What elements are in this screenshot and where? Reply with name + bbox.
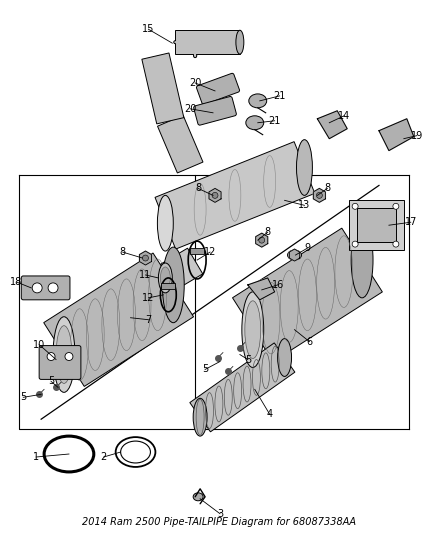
Text: 15: 15 [142,24,155,34]
FancyBboxPatch shape [194,96,237,125]
Bar [161,283,175,289]
Ellipse shape [242,292,264,367]
Circle shape [393,203,399,209]
Polygon shape [256,233,268,247]
Ellipse shape [162,247,184,322]
Ellipse shape [193,398,207,436]
Polygon shape [44,253,194,386]
Text: 5: 5 [48,376,54,386]
Text: 8: 8 [265,227,271,237]
Circle shape [393,241,399,247]
Text: 17: 17 [405,217,417,227]
Text: 8: 8 [120,247,126,257]
Ellipse shape [56,326,72,383]
Text: 21: 21 [273,91,286,101]
FancyBboxPatch shape [196,73,240,104]
Text: 20: 20 [184,104,196,114]
Ellipse shape [245,301,261,359]
Text: 14: 14 [338,111,350,121]
Ellipse shape [288,250,301,260]
Ellipse shape [159,263,172,293]
Ellipse shape [193,493,203,501]
Polygon shape [158,115,203,173]
Circle shape [142,255,148,261]
Polygon shape [142,53,184,124]
Text: 12: 12 [142,293,155,303]
Text: 7: 7 [145,314,152,325]
Polygon shape [248,278,275,300]
Polygon shape [290,249,300,261]
Ellipse shape [351,222,373,298]
Text: 2: 2 [101,452,107,462]
Ellipse shape [157,196,173,251]
Text: 6: 6 [306,337,312,346]
Text: 11: 11 [139,270,152,280]
Polygon shape [313,188,325,203]
Text: 19: 19 [410,131,423,141]
Polygon shape [139,251,152,265]
FancyBboxPatch shape [21,276,70,300]
Circle shape [32,283,42,293]
Circle shape [65,352,73,360]
FancyBboxPatch shape [39,345,81,379]
Circle shape [259,237,265,243]
Polygon shape [318,111,347,139]
Circle shape [316,192,322,198]
Text: 12: 12 [204,247,216,257]
Polygon shape [209,188,221,203]
Text: 5: 5 [202,365,208,375]
Polygon shape [161,248,203,290]
Polygon shape [190,343,295,432]
Ellipse shape [249,94,267,108]
Ellipse shape [278,338,292,376]
Text: 3: 3 [217,508,223,519]
Text: 10: 10 [33,340,45,350]
Text: 8: 8 [324,183,330,193]
Text: 2014 Ram 2500 Pipe-TAILPIPE Diagram for 68087338AA: 2014 Ram 2500 Pipe-TAILPIPE Diagram for … [82,516,356,527]
Text: 4: 4 [267,409,273,419]
Text: 8: 8 [195,183,201,193]
Polygon shape [175,30,240,54]
Ellipse shape [53,317,75,392]
Ellipse shape [236,30,244,54]
Text: 20: 20 [189,78,201,88]
Text: 5: 5 [20,392,26,402]
Circle shape [47,352,55,360]
Text: 5: 5 [245,354,251,365]
Ellipse shape [246,116,264,130]
Ellipse shape [160,267,170,289]
Polygon shape [155,142,315,249]
Text: 18: 18 [10,277,22,287]
Bar [357,208,396,242]
Text: 9: 9 [304,243,311,253]
Bar [190,248,204,254]
Bar [349,200,404,250]
Text: 16: 16 [272,280,284,290]
Polygon shape [233,228,382,361]
Text: 1: 1 [33,452,39,462]
Circle shape [212,192,218,198]
Ellipse shape [297,140,312,196]
Text: 21: 21 [268,116,281,126]
Circle shape [352,203,358,209]
Text: 13: 13 [298,200,311,211]
Circle shape [48,283,58,293]
Circle shape [352,241,358,247]
Polygon shape [379,119,414,151]
